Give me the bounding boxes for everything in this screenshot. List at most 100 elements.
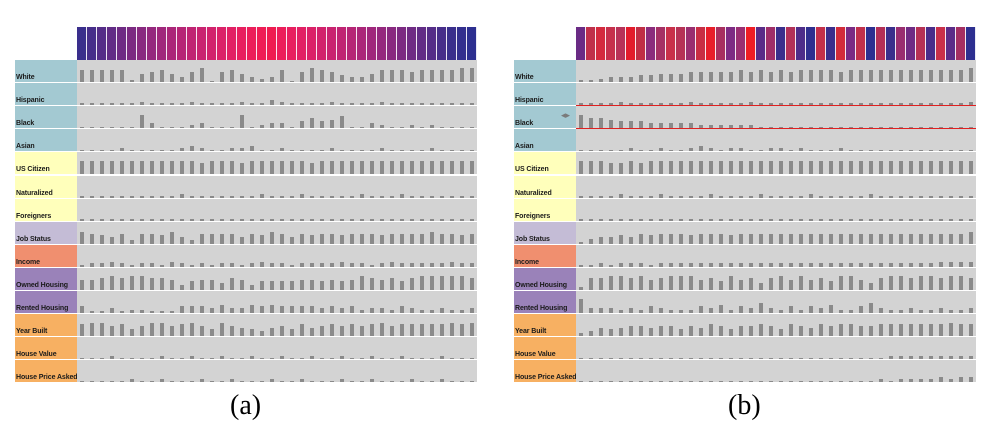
bar [628, 278, 634, 290]
bar [718, 281, 724, 290]
bar [139, 73, 145, 82]
bar [329, 306, 335, 313]
panel-b-column-color-strip [576, 27, 976, 60]
bar [818, 380, 824, 383]
reorder-handle-icon[interactable]: ◂▸ [561, 111, 571, 122]
bar [958, 276, 964, 290]
bar [758, 218, 764, 221]
bar [698, 218, 704, 221]
row-label: Black [514, 106, 576, 129]
bar [389, 357, 395, 360]
row-label: US Citizen [15, 152, 77, 175]
bar [678, 309, 684, 313]
bar [209, 279, 215, 290]
bar [329, 279, 335, 290]
bar [598, 236, 604, 244]
bar [638, 276, 644, 290]
bar [898, 160, 904, 175]
bar [339, 235, 345, 244]
bar [628, 103, 634, 106]
bar [788, 71, 794, 82]
bar [189, 281, 195, 290]
column-color-cell [397, 27, 407, 60]
bar [379, 380, 385, 383]
column-color-cell [247, 27, 257, 60]
bar [349, 279, 355, 290]
bar [898, 324, 904, 337]
bar [898, 126, 904, 129]
bar [688, 71, 694, 82]
bar [399, 103, 405, 106]
bar [469, 160, 475, 175]
bar [279, 281, 285, 290]
bar [838, 160, 844, 175]
bar [658, 73, 664, 82]
bar [129, 218, 135, 221]
bar [129, 149, 135, 152]
bar [598, 149, 604, 152]
bar [269, 357, 275, 360]
column-color-cell [926, 27, 936, 60]
bar [888, 126, 894, 129]
bar [369, 123, 375, 129]
bar [249, 146, 255, 152]
bar [469, 278, 475, 290]
bar [888, 160, 894, 175]
bar [229, 307, 235, 313]
bar [269, 218, 275, 221]
bar [578, 242, 584, 244]
bar [289, 160, 295, 175]
bar [748, 101, 754, 106]
bar [678, 329, 684, 337]
bar [878, 278, 884, 290]
bar [119, 147, 125, 152]
bar [179, 357, 185, 360]
bar [588, 265, 594, 267]
bar [389, 261, 395, 267]
bar [329, 263, 335, 267]
bar [578, 195, 584, 198]
bar [279, 263, 285, 267]
bar [758, 380, 764, 383]
bar [239, 380, 245, 383]
bar [109, 355, 115, 360]
row-label: Rented Housing [514, 291, 576, 313]
bar [209, 149, 215, 152]
bar [79, 195, 85, 198]
bar [818, 218, 824, 221]
column-color-cell [147, 27, 157, 60]
bar [958, 126, 964, 129]
bar [449, 195, 455, 198]
bar [199, 147, 205, 152]
column-color-cell [257, 27, 267, 60]
bar [459, 357, 465, 360]
bar [798, 160, 804, 175]
bar [768, 126, 774, 129]
bar [199, 325, 205, 337]
bar [419, 218, 425, 221]
bar [968, 218, 974, 221]
bar [638, 233, 644, 244]
bar [139, 114, 145, 129]
bar [668, 73, 674, 82]
bar [878, 149, 884, 152]
bar [958, 233, 964, 244]
bar [778, 233, 784, 244]
bar [449, 261, 455, 267]
bar [309, 380, 315, 383]
bar [648, 123, 654, 129]
bar [698, 195, 704, 198]
bar [828, 70, 834, 82]
bar [409, 307, 415, 313]
bar [279, 355, 285, 360]
bar [758, 126, 764, 129]
bar [878, 195, 884, 198]
bar [109, 149, 115, 152]
bar [718, 195, 724, 198]
bar [399, 194, 405, 198]
bar [279, 101, 285, 106]
bar [439, 103, 445, 106]
bar [299, 263, 305, 267]
column-color-cell [377, 27, 387, 60]
bar [249, 103, 255, 106]
